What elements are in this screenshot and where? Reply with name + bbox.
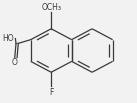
- Text: OCH₃: OCH₃: [41, 3, 61, 12]
- Text: F: F: [49, 88, 53, 97]
- Text: HO: HO: [2, 33, 14, 43]
- Text: O: O: [11, 58, 17, 67]
